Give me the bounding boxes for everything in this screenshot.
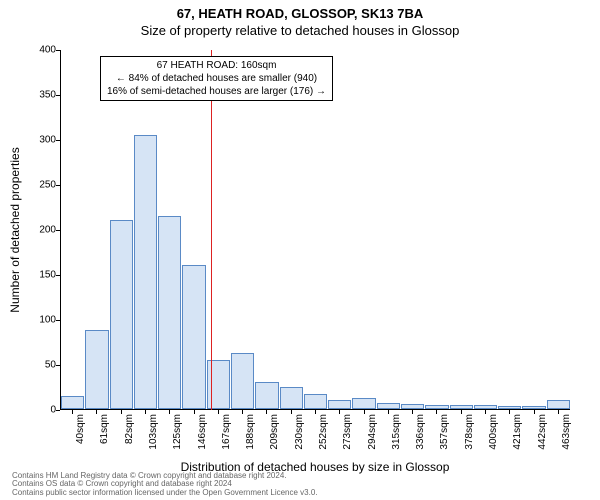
y-tick-label: 250 [16,180,56,191]
x-tick-label: 61sqm [99,414,110,444]
y-tick-mark [56,320,60,321]
x-tick-mark [509,410,510,414]
footer-attribution: Contains HM Land Registry data © Crown c… [12,472,318,498]
y-tick-label: 400 [16,45,56,56]
x-tick-mark [266,410,267,414]
y-tick-mark [56,50,60,51]
histogram-bar [158,216,181,410]
x-tick-mark [388,410,389,414]
x-tick-label: 442sqm [537,414,548,450]
x-tick-label: 188sqm [245,414,256,450]
histogram-bar [280,387,303,410]
histogram-bar [85,330,108,409]
x-tick-label: 146sqm [197,414,208,450]
y-tick-label: 200 [16,225,56,236]
x-tick-mark [96,410,97,414]
histogram-bar [110,220,133,409]
x-tick-label: 357sqm [439,414,450,450]
histogram-bar [231,353,254,409]
x-tick-label: 230sqm [294,414,305,450]
x-tick-label: 252sqm [318,414,329,450]
histogram-bar [474,405,497,409]
x-tick-mark [194,410,195,414]
histogram-bar [255,382,278,409]
chart-area: 67 HEATH ROAD: 160sqm ← 84% of detached … [60,50,570,410]
x-tick-label: 167sqm [221,414,232,450]
histogram-bar [352,398,375,409]
y-tick-mark [56,410,60,411]
x-tick-mark [145,410,146,414]
x-tick-label: 273sqm [342,414,353,450]
histogram-bar [377,403,400,409]
y-tick-mark [56,365,60,366]
x-tick-mark [485,410,486,414]
x-tick-mark [534,410,535,414]
histogram-bar [304,394,327,409]
x-tick-label: 463sqm [561,414,572,450]
y-tick-label: 350 [16,90,56,101]
x-tick-mark [412,410,413,414]
x-tick-label: 40sqm [75,414,86,444]
histogram-bar [61,396,84,410]
x-tick-mark [364,410,365,414]
histogram-bar [498,406,521,409]
footer-line3: Contains public sector information licen… [12,489,318,498]
histogram-bar [401,404,424,409]
y-tick-label: 100 [16,315,56,326]
histogram-bar [547,400,570,409]
y-tick-mark [56,95,60,96]
x-tick-label: 315sqm [391,414,402,450]
x-tick-mark [461,410,462,414]
x-tick-label: 82sqm [124,414,135,444]
x-tick-label: 336sqm [415,414,426,450]
title-address: 67, HEATH ROAD, GLOSSOP, SK13 7BA [0,0,600,21]
histogram-bar [134,135,157,410]
y-tick-label: 300 [16,135,56,146]
histogram-bar [182,265,205,409]
annotation-line2: ← 84% of detached houses are smaller (94… [107,72,326,85]
y-tick-mark [56,275,60,276]
x-tick-mark [242,410,243,414]
y-tick-label: 150 [16,270,56,281]
annotation-line1: 67 HEATH ROAD: 160sqm [107,59,326,72]
x-tick-mark [436,410,437,414]
x-tick-mark [315,410,316,414]
histogram-bar [328,400,351,409]
x-tick-mark [291,410,292,414]
x-tick-mark [218,410,219,414]
y-tick-mark [56,140,60,141]
y-tick-mark [56,230,60,231]
x-tick-label: 125sqm [172,414,183,450]
x-tick-label: 421sqm [512,414,523,450]
y-tick-label: 0 [16,405,56,416]
plot-region [60,50,570,410]
x-tick-label: 103sqm [148,414,159,450]
title-subtitle: Size of property relative to detached ho… [0,21,600,38]
annotation-box: 67 HEATH ROAD: 160sqm ← 84% of detached … [100,56,333,101]
x-tick-label: 378sqm [464,414,475,450]
x-tick-mark [339,410,340,414]
property-marker-line [211,50,212,410]
x-tick-label: 294sqm [367,414,378,450]
annotation-line3: 16% of semi-detached houses are larger (… [107,85,326,98]
y-tick-label: 50 [16,360,56,371]
x-tick-mark [169,410,170,414]
histogram-bar [207,360,230,410]
x-tick-mark [121,410,122,414]
x-tick-label: 400sqm [488,414,499,450]
histogram-bar [425,405,448,410]
histogram-bar [522,406,545,409]
y-tick-mark [56,185,60,186]
histogram-bar [450,405,473,409]
x-tick-mark [558,410,559,414]
x-tick-mark [72,410,73,414]
x-tick-label: 209sqm [269,414,280,450]
